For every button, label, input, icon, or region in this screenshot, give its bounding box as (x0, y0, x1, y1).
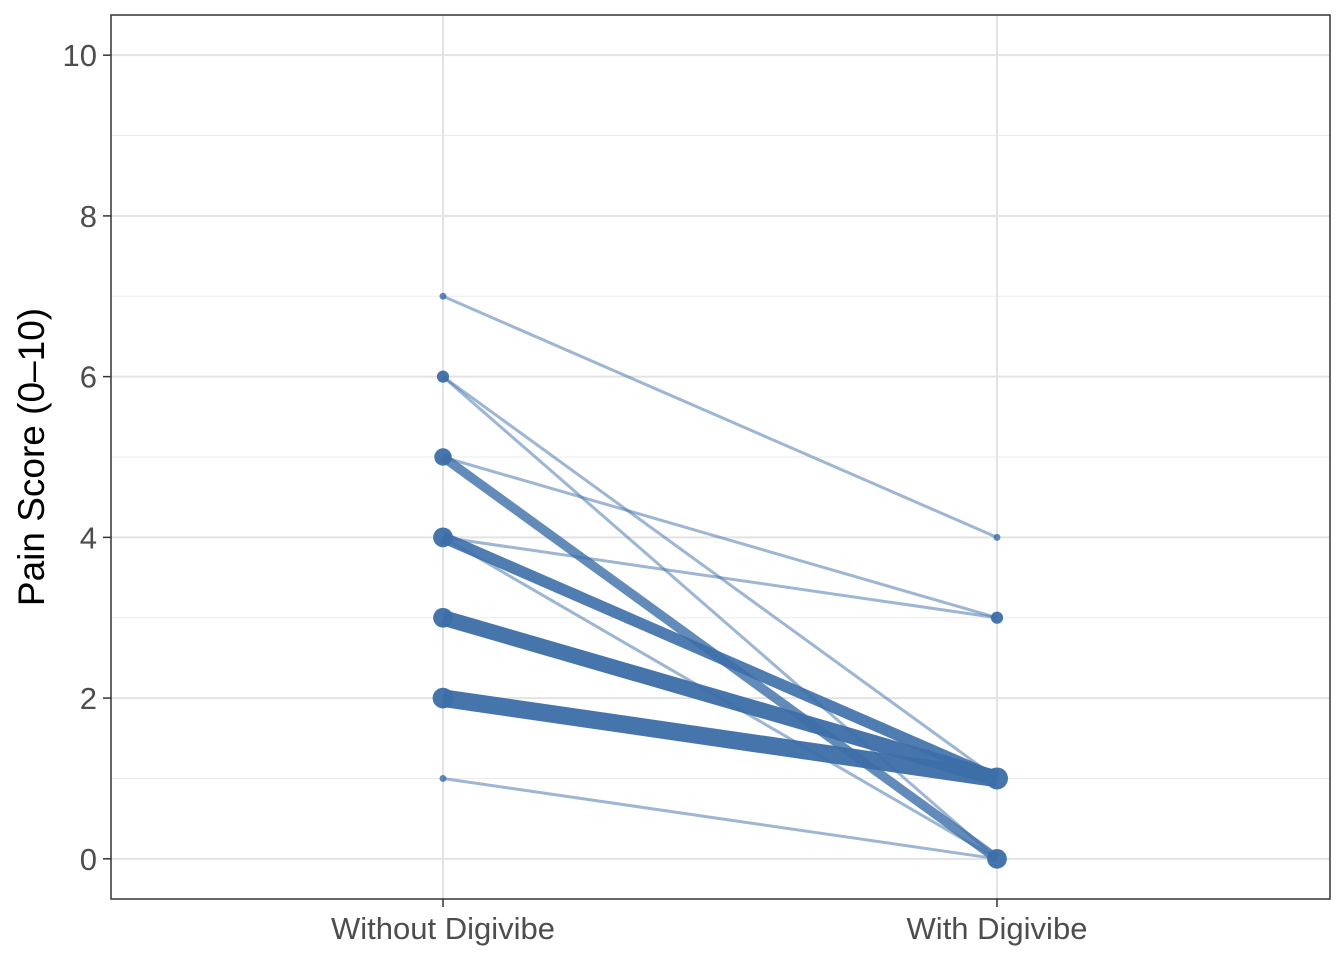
paired-segment (442, 776, 998, 861)
major-gridlines (111, 15, 1330, 899)
point-without-digivibe (434, 448, 452, 466)
y-tick-label: 0 (80, 842, 97, 877)
point-without-digivibe (433, 527, 453, 548)
paired-segment (440, 610, 1000, 786)
y-tick-label: 8 (80, 199, 97, 234)
paired-segment (442, 294, 998, 539)
plot-panel-border (110, 14, 1331, 900)
point-without-digivibe (433, 607, 453, 628)
x-tick-label: Without Digivibe (331, 911, 555, 946)
y-tick-label: 10 (63, 38, 97, 73)
y-tick-label: 4 (80, 520, 97, 555)
data-points (432, 292, 1008, 869)
y-axis-title: Pain Score (0–10) (11, 308, 52, 606)
y-tick-label: 6 (80, 360, 97, 395)
x-axis: Without Digivibe With Digivibe (331, 899, 1087, 946)
point-without-digivibe (439, 292, 447, 300)
point-without-digivibe (439, 774, 447, 782)
paired-segment (442, 455, 998, 620)
paired-segment (441, 689, 999, 788)
paired-segment (440, 532, 1000, 784)
point-with-digivibe (990, 611, 1004, 624)
point-without-digivibe (432, 687, 454, 709)
y-tick-label: 2 (80, 681, 97, 716)
x-tick-label: With Digivibe (907, 911, 1088, 946)
paired-segment (442, 535, 998, 620)
paired-segments (440, 294, 1000, 863)
point-with-digivibe (987, 848, 1007, 869)
point-without-digivibe (436, 370, 450, 383)
point-with-digivibe (993, 533, 1001, 541)
point-with-digivibe (986, 767, 1008, 790)
y-axis: 0 2 4 6 8 10 (63, 38, 111, 877)
paired-segment (442, 375, 998, 860)
